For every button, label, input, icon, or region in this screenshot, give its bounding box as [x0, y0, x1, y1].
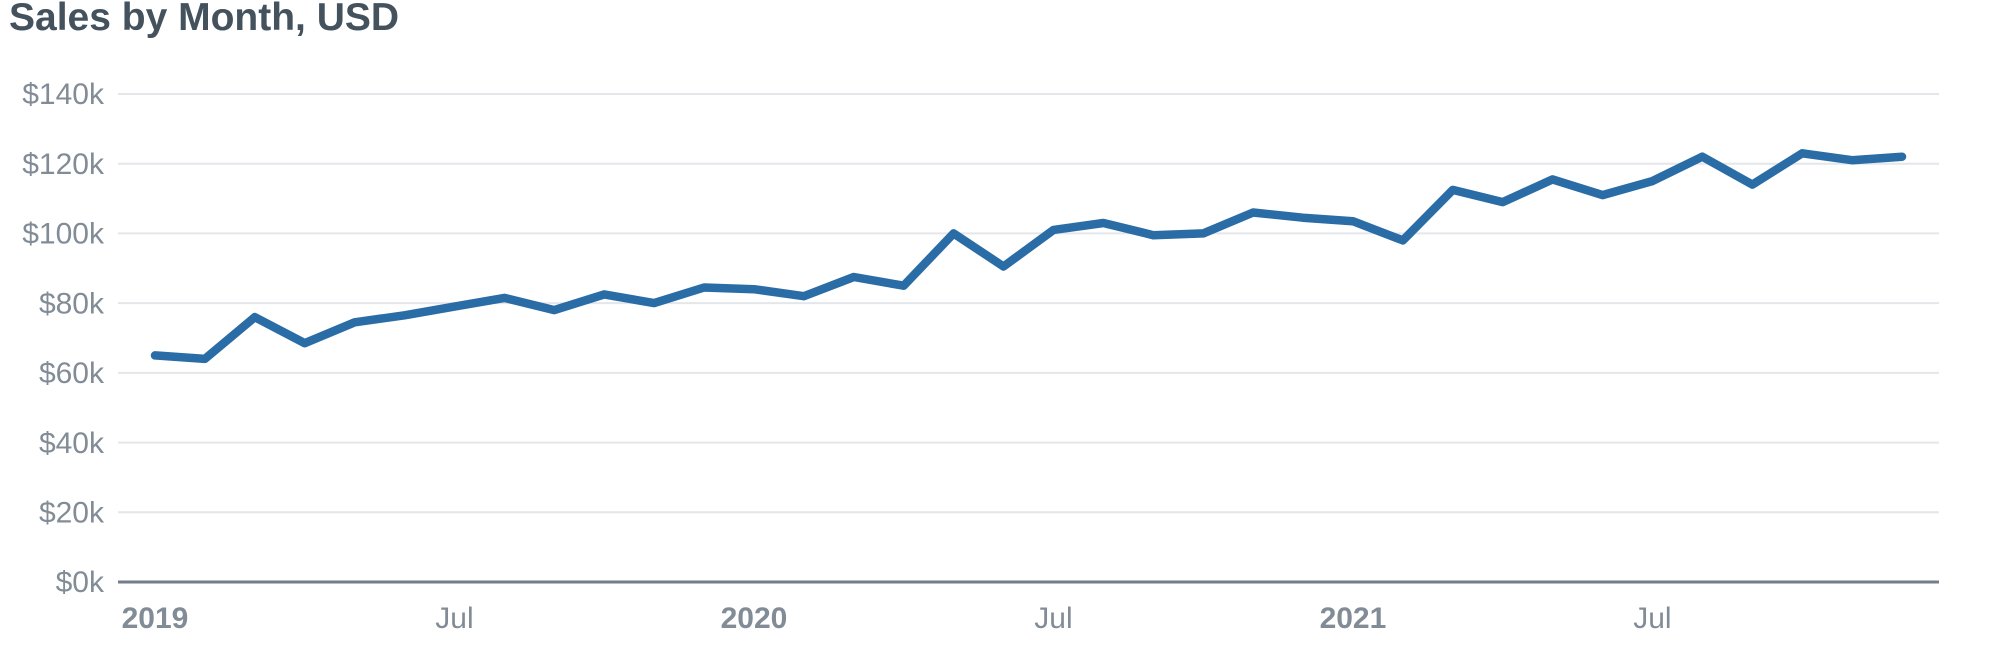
y-tick-label: $60k: [39, 357, 105, 390]
x-tick-label: Jul: [435, 602, 473, 635]
y-axis-labels: $0k $20k $40k $60k $80k $100k $120k $140k: [22, 78, 105, 599]
x-tick-label: Jul: [1633, 602, 1671, 635]
x-axis-labels: 2019 Jul 2020 Jul 2021 Jul: [122, 602, 1672, 635]
y-tick-label: $80k: [39, 287, 105, 320]
sales-data-line: [150, 149, 1907, 364]
y-tick-label: $0k: [56, 566, 105, 599]
gridlines: [118, 93, 1939, 584]
x-tick-label: 2019: [122, 602, 189, 635]
chart-title: Sales by Month, USD: [9, 0, 400, 39]
y-tick-label: $140k: [22, 78, 105, 111]
y-tick-label: $20k: [39, 496, 105, 529]
y-tick-label: $100k: [22, 218, 105, 251]
x-tick-label: 2021: [1320, 602, 1387, 635]
y-tick-label: $40k: [39, 427, 105, 460]
x-tick-label: Jul: [1034, 602, 1072, 635]
x-tick-label: 2020: [721, 602, 788, 635]
y-tick-label: $120k: [22, 148, 105, 181]
